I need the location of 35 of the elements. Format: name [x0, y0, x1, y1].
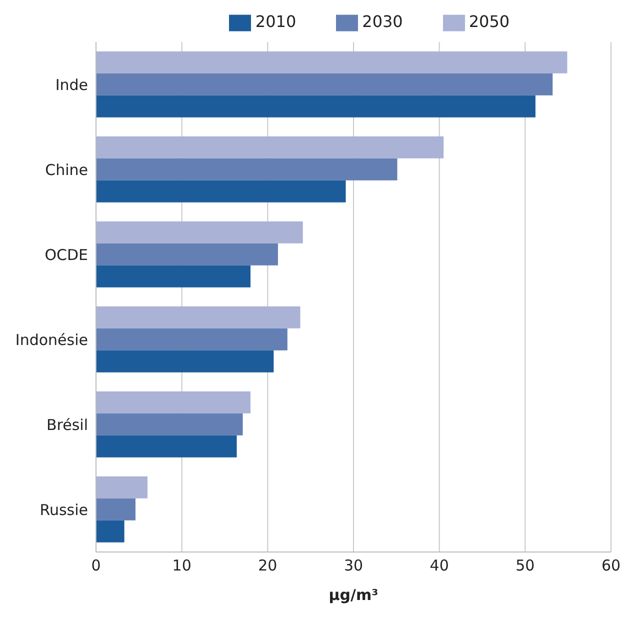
- x-tick-label: 60: [601, 556, 621, 575]
- bar: [96, 498, 136, 520]
- bar: [96, 413, 243, 436]
- bar: [96, 306, 300, 328]
- bar: [96, 95, 536, 118]
- legend-label: 2050: [468, 12, 510, 32]
- bar: [96, 136, 444, 158]
- legend-label: 2030: [362, 12, 403, 32]
- x-tick-label: 40: [430, 556, 449, 575]
- y-tick-label: Chine: [45, 160, 88, 179]
- bar: [96, 265, 250, 288]
- x-tick-label: 20: [258, 556, 278, 575]
- y-tick-label: Inde: [55, 76, 88, 94]
- bar: [96, 73, 553, 96]
- y-tick-label: Russie: [40, 500, 88, 519]
- bar: [96, 476, 148, 498]
- bar: [96, 243, 278, 266]
- bar: [96, 158, 398, 180]
- bar: [96, 435, 237, 458]
- y-tick-label: OCDE: [44, 246, 88, 264]
- bar: [96, 520, 124, 542]
- x-tick-label: 30: [344, 556, 364, 575]
- legend-label: 2010: [255, 12, 296, 32]
- bar: [96, 391, 250, 414]
- x-axis-title: µg/m³: [328, 586, 378, 604]
- bar: [96, 350, 274, 372]
- x-tick-label: 10: [172, 556, 192, 575]
- bar: [96, 221, 303, 244]
- bar: [96, 180, 346, 202]
- bar: [96, 51, 568, 74]
- x-tick-label: 50: [516, 556, 535, 575]
- y-tick-label: Brésil: [46, 416, 88, 434]
- bar: [96, 328, 288, 350]
- x-tick-label: 0: [91, 556, 101, 575]
- y-tick-label: Indonésie: [15, 330, 88, 349]
